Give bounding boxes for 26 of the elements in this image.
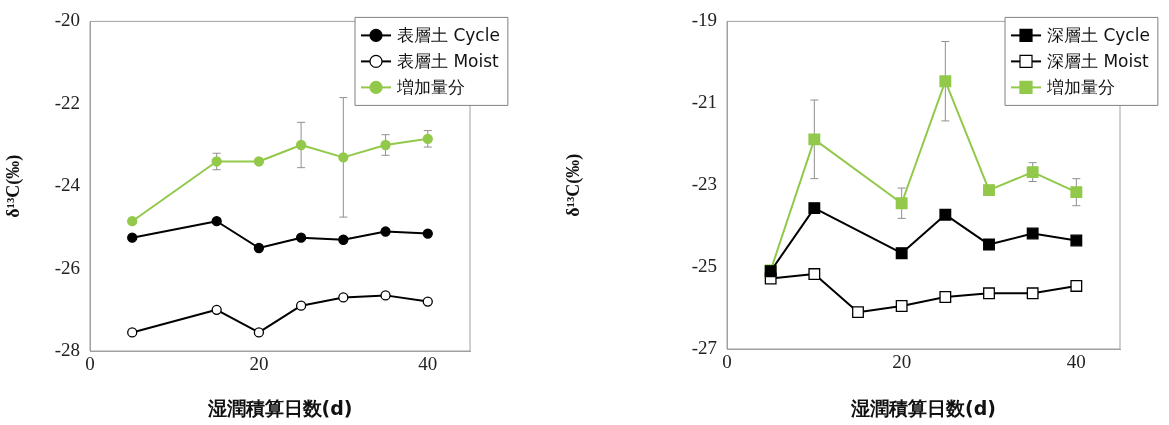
x-tick-label: 20 (249, 353, 269, 375)
y-tick-label: -20 (54, 9, 80, 31)
legend-label: 深層土 Cycle (1047, 24, 1150, 45)
y-axis-title: δ¹³C(‰) (563, 153, 585, 217)
x-tick-label: 40 (418, 353, 438, 375)
legend-label: 深層土 Moist (1047, 50, 1150, 71)
x-tick-label: 0 (722, 351, 732, 373)
y-tick-label: -28 (54, 338, 80, 360)
legend-label: 増加量分 (396, 76, 465, 97)
legend-label: 表層土 Cycle (397, 24, 500, 45)
x-tick-label: 40 (1066, 351, 1086, 373)
legend-label: 増加量分 (1046, 76, 1115, 97)
y-tick-label: -24 (54, 174, 81, 196)
y-tick-label: -27 (691, 336, 717, 358)
x-axis-title: 湿潤積算日数(d) (850, 396, 996, 419)
y-tick-label: -26 (54, 256, 80, 278)
x-tick-label: 0 (85, 353, 95, 375)
y-tick-label: -21 (691, 91, 717, 113)
legend-label: 表層土 Moist (397, 50, 500, 71)
y-tick-label: -19 (691, 9, 717, 31)
x-tick-label: 20 (892, 351, 912, 373)
y-tick-label: -22 (54, 91, 80, 113)
y-tick-label: -23 (691, 173, 717, 195)
y-axis-title: δ¹³C(‰) (3, 154, 25, 218)
y-tick-label: -25 (691, 255, 717, 277)
x-axis-title: 湿潤積算日数(d) (206, 396, 353, 419)
